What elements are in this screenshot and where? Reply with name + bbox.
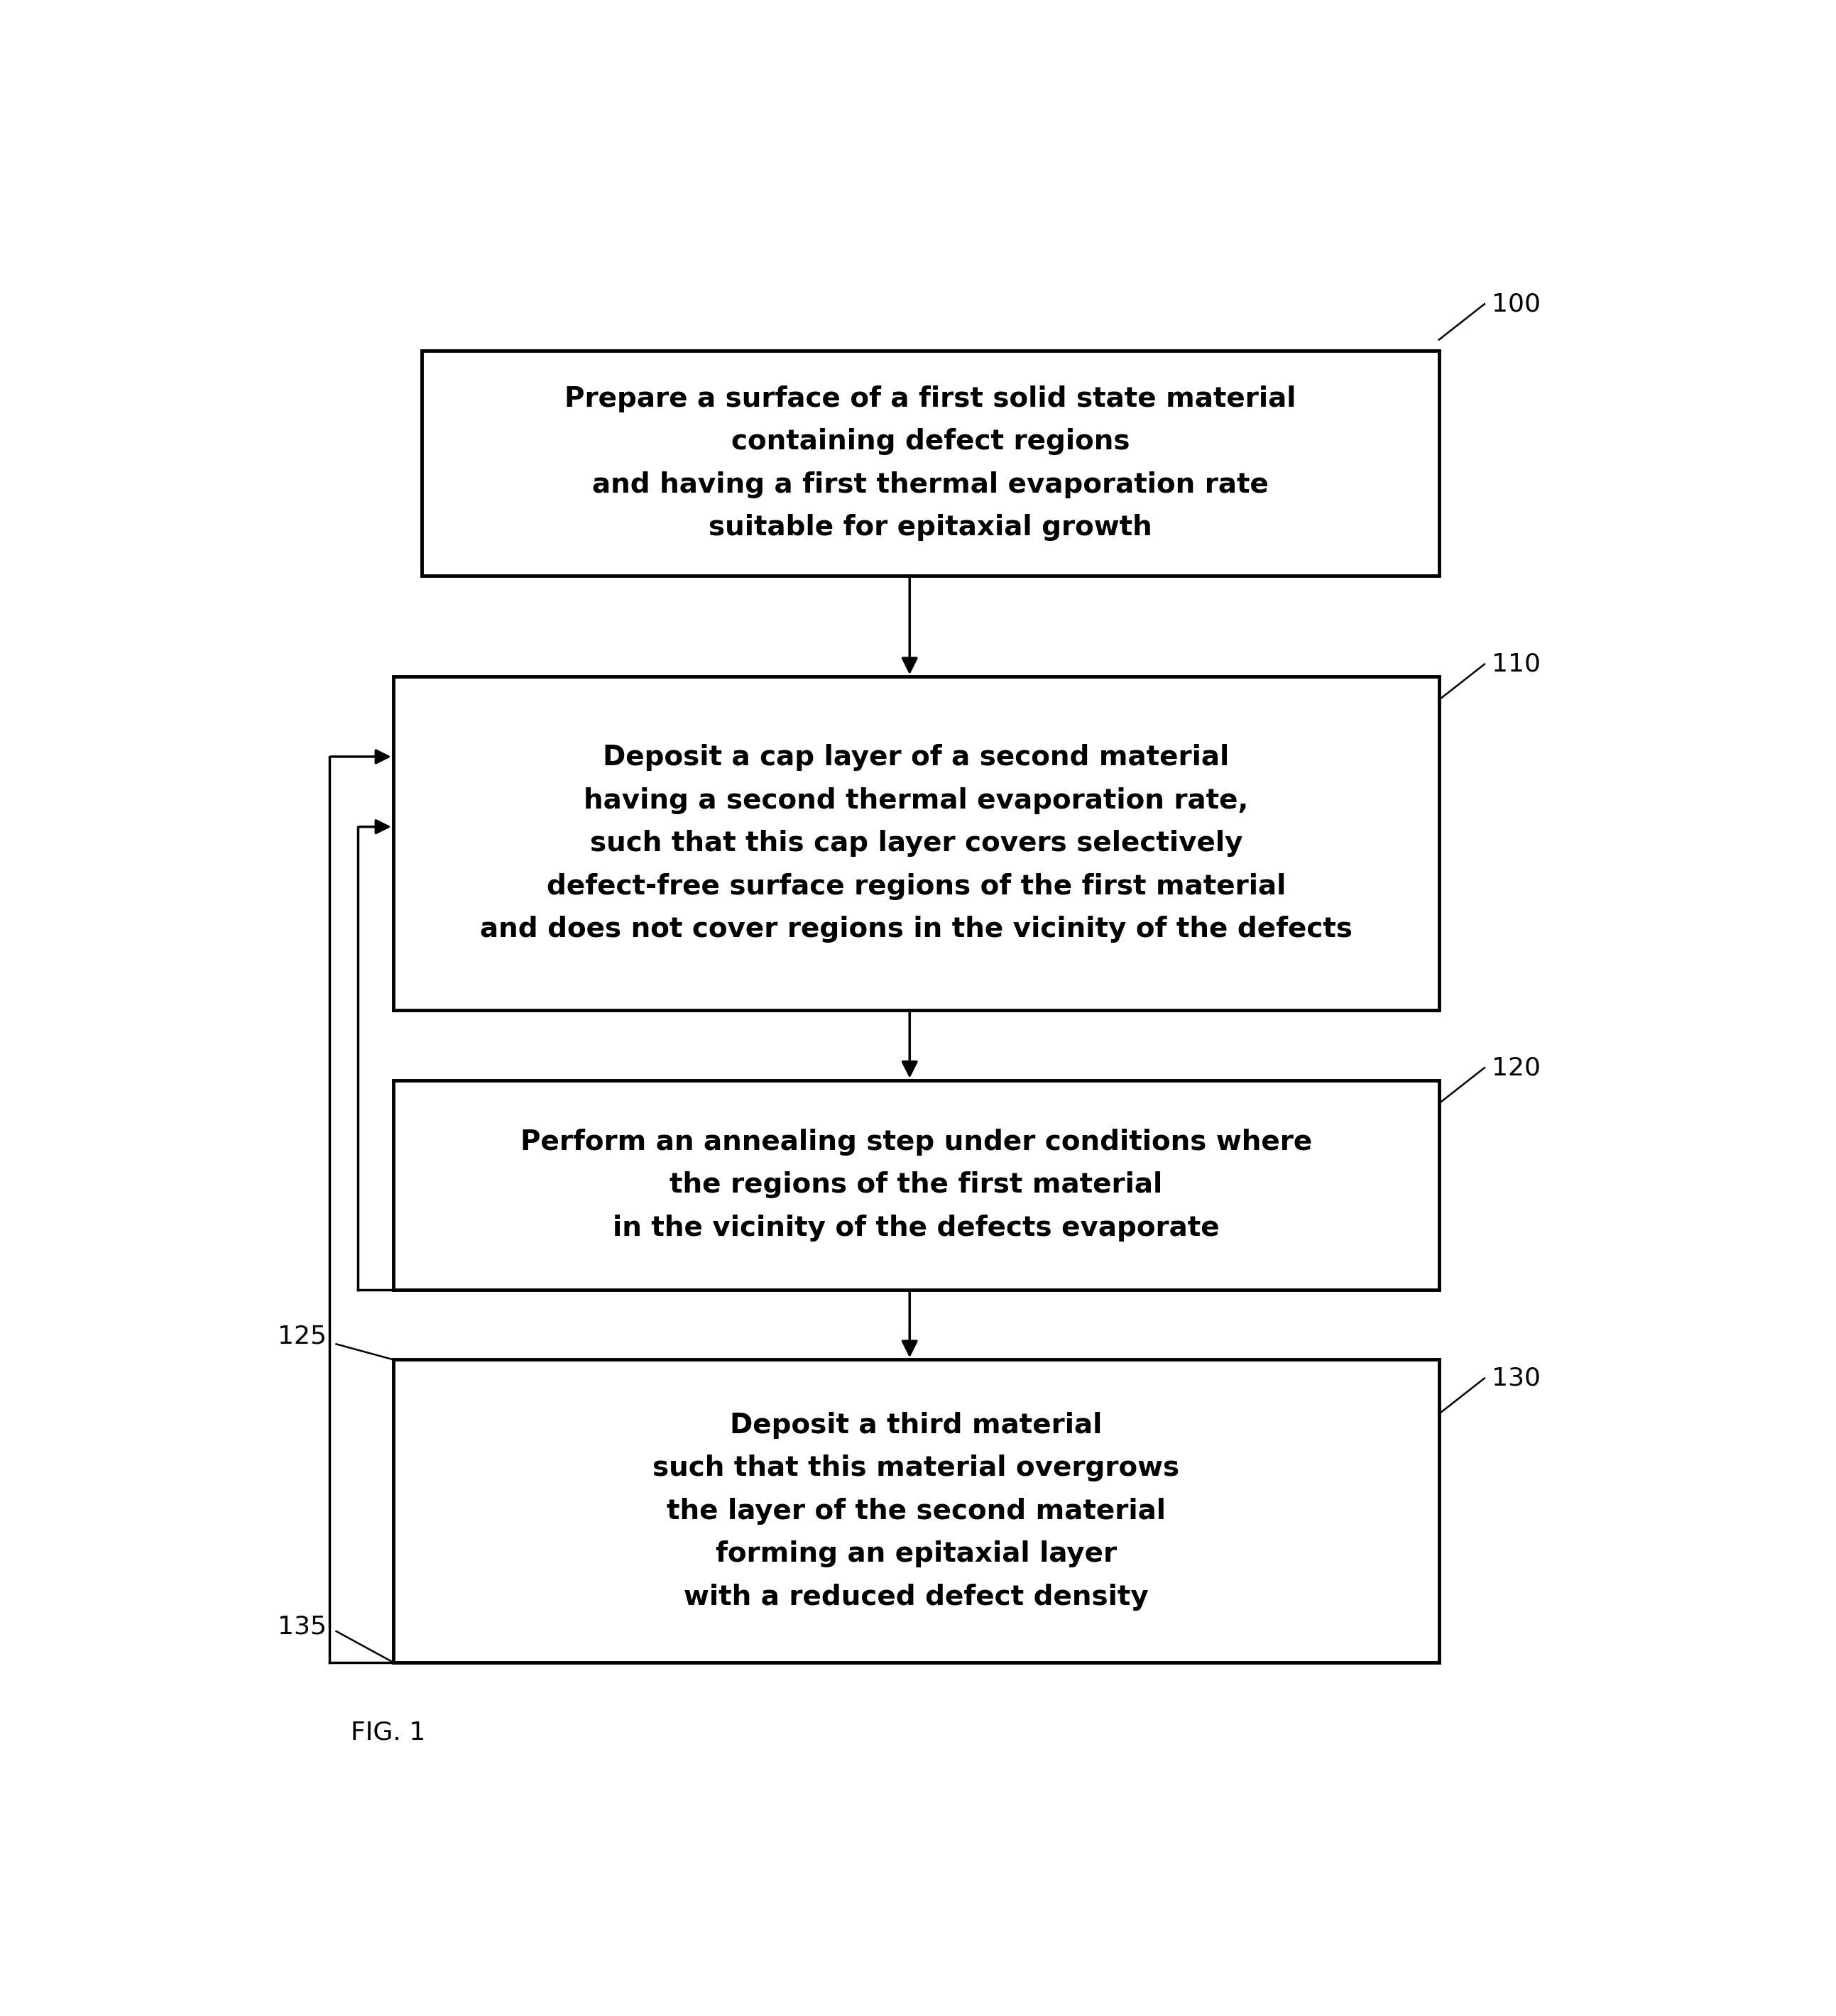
Text: Perform an annealing step under conditions where
the regions of the first materi: Perform an annealing step under conditio… bbox=[520, 1129, 1313, 1242]
Text: Deposit a third material
such that this material overgrows
the layer of the seco: Deposit a third material such that this … bbox=[652, 1411, 1179, 1611]
Text: FIG. 1: FIG. 1 bbox=[351, 1720, 426, 1744]
Text: 120: 120 bbox=[1491, 1056, 1540, 1081]
Text: 135: 135 bbox=[277, 1615, 327, 1639]
Text: 125: 125 bbox=[277, 1325, 327, 1349]
Text: 130: 130 bbox=[1491, 1367, 1540, 1391]
Text: Deposit a cap layer of a second material
having a second thermal evaporation rat: Deposit a cap layer of a second material… bbox=[479, 744, 1353, 943]
Bar bbox=[422, 351, 1439, 577]
Text: 100: 100 bbox=[1491, 292, 1540, 317]
Bar bbox=[393, 677, 1439, 1010]
Bar bbox=[393, 1359, 1439, 1663]
Text: 110: 110 bbox=[1491, 651, 1540, 675]
Text: Prepare a surface of a first solid state material
containing defect regions
and : Prepare a surface of a first solid state… bbox=[564, 385, 1296, 540]
Bar bbox=[393, 1081, 1439, 1290]
